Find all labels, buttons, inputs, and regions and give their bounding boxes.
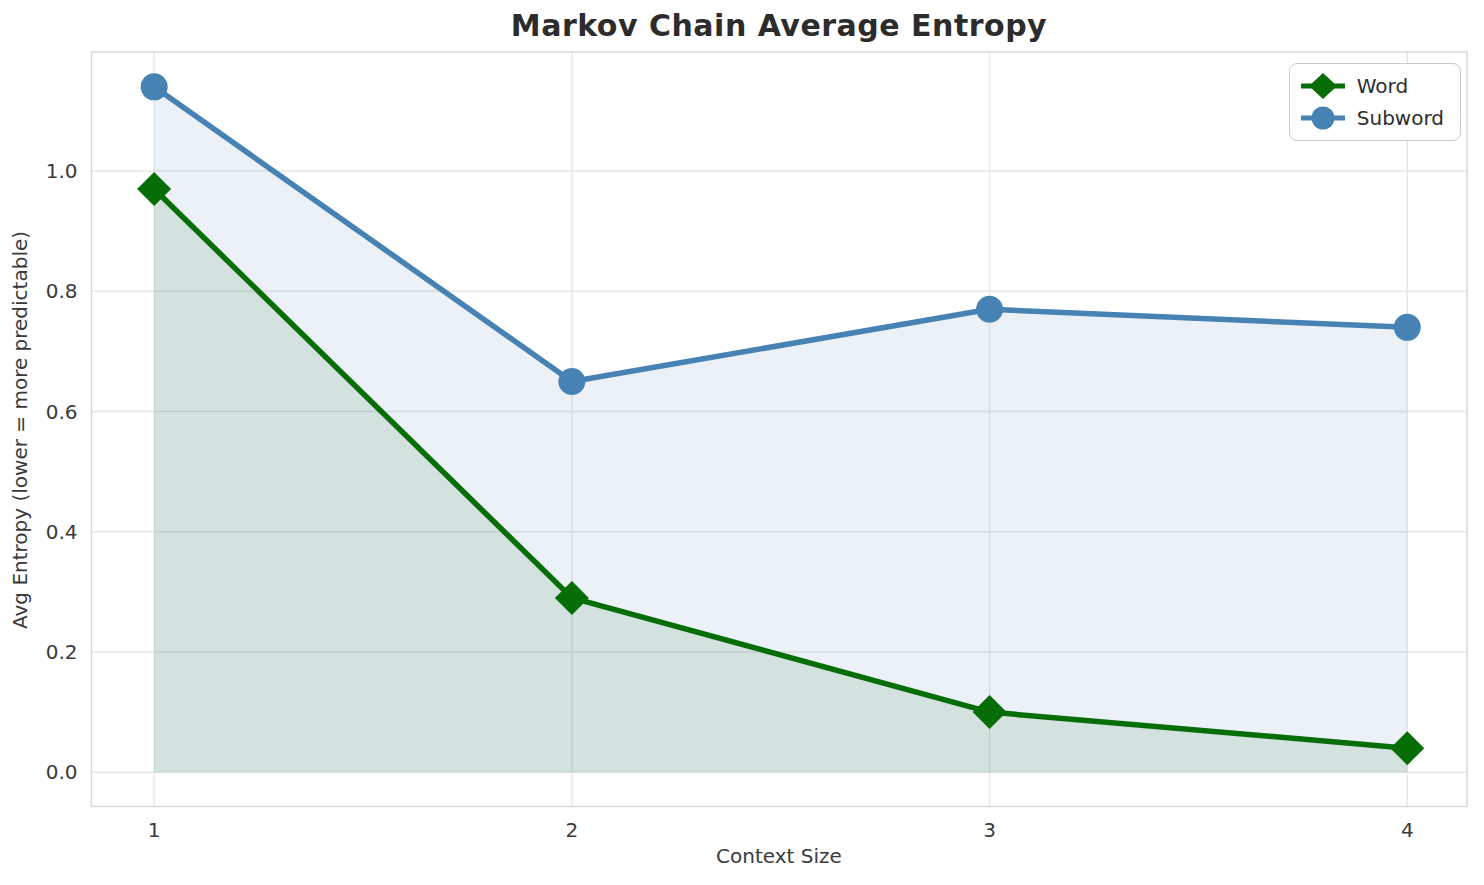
y-tick-label: 1.0 <box>46 159 78 183</box>
subword-marker <box>558 368 585 395</box>
y-tick-label: 0.4 <box>46 520 78 544</box>
y-tick-label: 0.2 <box>46 640 78 664</box>
plot-area: 0.0 0.2 0.4 0.6 0.8 1.0 1 2 3 4 <box>0 0 1484 885</box>
subword-legend-marker-icon <box>1299 105 1347 131</box>
subword-marker <box>976 296 1003 323</box>
y-tick-label: 0.0 <box>46 760 78 784</box>
subword-marker <box>1394 314 1421 341</box>
legend: Word Subword <box>1289 63 1461 141</box>
y-tick-label: 0.6 <box>46 400 78 424</box>
legend-entry-subword: Subword <box>1299 103 1444 133</box>
legend-entry-word: Word <box>1299 71 1444 101</box>
figure: Markov Chain Average Entropy 0.00.20.40.… <box>0 0 1484 885</box>
legend-label-subword: Subword <box>1357 108 1444 128</box>
legend-label-word: Word <box>1357 76 1408 96</box>
subword-area-fill <box>154 87 1407 772</box>
x-tick-label: 4 <box>1401 818 1414 842</box>
x-tick-label: 1 <box>148 818 161 842</box>
y-axis-label: Avg Entropy (lower = more predictable) <box>6 52 34 807</box>
x-tick-label: 3 <box>983 818 996 842</box>
x-tick-label: 2 <box>565 818 578 842</box>
y-tick-label: 0.8 <box>46 279 78 303</box>
subword-marker <box>141 73 168 100</box>
x-axis-label: Context Size <box>91 844 1467 868</box>
word-legend-marker-icon <box>1299 73 1347 99</box>
